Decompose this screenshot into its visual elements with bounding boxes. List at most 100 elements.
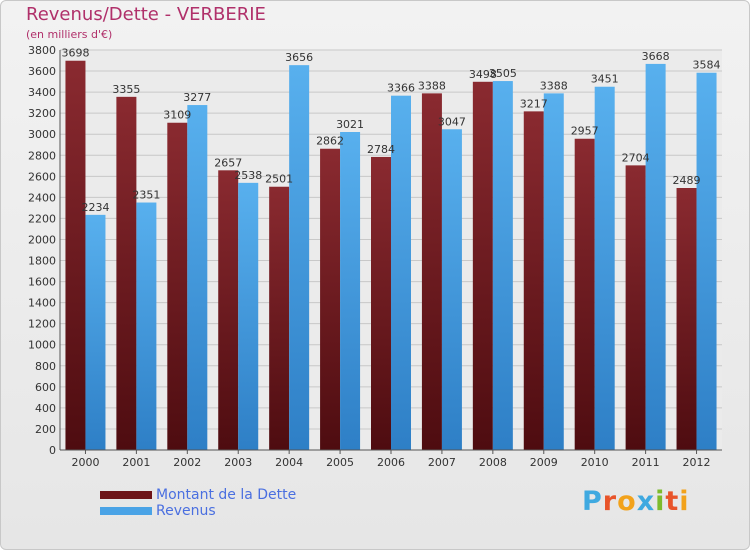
bar-dette (472, 81, 493, 450)
data-label-dette: 3498 (469, 68, 497, 81)
y-tick-label: 1000 (28, 339, 56, 352)
y-tick-label: 0 (49, 444, 56, 457)
logo-letter: t (665, 486, 680, 517)
legend-label-revenus: Revenus (156, 503, 216, 519)
data-label-revenus: 2351 (132, 189, 160, 202)
y-tick-label: 1400 (28, 297, 56, 310)
data-label-dette: 2784 (367, 143, 395, 156)
data-label-dette: 2657 (214, 156, 242, 169)
x-tick-label: 2004 (275, 456, 303, 469)
chart-title: Revenus/Dette - VERBERIE (26, 4, 266, 25)
bar-dette (65, 60, 86, 450)
legend-item-dette: Montant de la Dette (100, 487, 296, 503)
data-label-revenus: 3021 (336, 118, 364, 131)
x-tick-label: 2001 (122, 456, 150, 469)
x-tick-label: 2010 (581, 456, 609, 469)
x-tick-label: 2005 (326, 456, 354, 469)
x-tick-label: 2007 (428, 456, 456, 469)
logo-letter: r (602, 486, 618, 517)
data-label-dette: 3698 (61, 47, 89, 60)
bar-revenus (696, 72, 717, 450)
data-label-dette: 2501 (265, 173, 293, 186)
y-tick-label: 800 (35, 360, 56, 373)
bar-revenus (85, 214, 106, 450)
y-tick-label: 2000 (28, 233, 56, 246)
logo-letter: P (582, 486, 603, 517)
bar-dette (421, 93, 442, 451)
y-tick-label: 3800 (28, 44, 56, 57)
data-label-revenus: 3366 (387, 82, 415, 95)
x-tick-label: 2003 (224, 456, 252, 469)
data-label-revenus: 3668 (642, 50, 670, 63)
bar-revenus (136, 202, 157, 450)
data-label-dette: 3355 (112, 83, 140, 96)
x-tick-label: 2002 (173, 456, 201, 469)
data-label-revenus: 3047 (438, 115, 466, 128)
bar-dette (320, 148, 341, 450)
y-tick-label: 2600 (28, 170, 56, 183)
bar-dette (167, 122, 188, 450)
bar-revenus (187, 105, 208, 450)
bar-revenus (391, 95, 411, 451)
bar-dette (116, 96, 137, 450)
data-label-dette: 3217 (520, 97, 548, 110)
bar-dette (676, 188, 697, 450)
legend-label-dette: Montant de la Dette (156, 487, 297, 503)
y-tick-label: 400 (35, 402, 56, 415)
data-label-dette: 3109 (163, 109, 191, 122)
legend-item-revenus: Revenus (100, 503, 296, 519)
data-label-dette: 2489 (673, 174, 701, 187)
data-label-revenus: 2538 (234, 169, 262, 182)
bar-dette (625, 165, 646, 451)
y-tick-label: 2800 (28, 149, 56, 162)
data-label-dette: 3388 (418, 79, 446, 92)
y-tick-label: 200 (35, 423, 56, 436)
logo-letter: o (617, 486, 637, 517)
data-label-revenus: 3505 (489, 67, 517, 80)
data-label-revenus: 3584 (693, 59, 721, 72)
proxiti-logo: Proxiti (582, 486, 690, 517)
bar-revenus (543, 93, 564, 451)
data-label-revenus: 3656 (285, 51, 313, 64)
legend: Montant de la Dette Revenus (100, 487, 296, 519)
x-tick-label: 2011 (632, 456, 660, 469)
bar-dette (269, 186, 290, 450)
bar-dette (371, 156, 391, 450)
bar-revenus (289, 65, 310, 450)
y-tick-label: 3400 (28, 86, 56, 99)
x-tick-label: 2006 (377, 456, 405, 469)
logo-letter: x (636, 486, 656, 517)
legend-swatch-revenus (100, 507, 152, 515)
logo-letter: i (679, 486, 690, 517)
bar-revenus (340, 132, 361, 450)
x-tick-label: 2000 (71, 456, 99, 469)
data-label-dette: 2862 (316, 135, 344, 148)
x-tick-label: 2008 (479, 456, 507, 469)
y-tick-label: 3200 (28, 107, 56, 120)
bar-revenus (594, 86, 615, 450)
data-label-dette: 2704 (622, 151, 650, 164)
legend-swatch-dette (100, 491, 152, 499)
bar-revenus (441, 129, 462, 450)
bar-revenus (645, 63, 666, 450)
y-tick-label: 600 (35, 381, 56, 394)
y-tick-label: 3600 (28, 65, 56, 78)
bar-revenus (238, 182, 259, 450)
bar-dette (574, 138, 595, 450)
y-tick-label: 3000 (28, 128, 56, 141)
y-tick-label: 2200 (28, 212, 56, 225)
x-tick-label: 2012 (683, 456, 711, 469)
bar-dette (523, 111, 544, 451)
x-tick-label: 2009 (530, 456, 558, 469)
bar-revenus (492, 81, 513, 450)
data-label-dette: 2957 (571, 125, 599, 138)
bar-dette (218, 170, 239, 450)
logo-letter: i (655, 486, 666, 517)
y-tick-label: 1600 (28, 276, 56, 289)
chart-subtitle: (en milliers d'€) (26, 28, 113, 41)
y-tick-label: 1800 (28, 255, 56, 268)
data-label-revenus: 3388 (540, 79, 568, 92)
y-tick-label: 1200 (28, 318, 56, 331)
y-tick-label: 2400 (28, 191, 56, 204)
